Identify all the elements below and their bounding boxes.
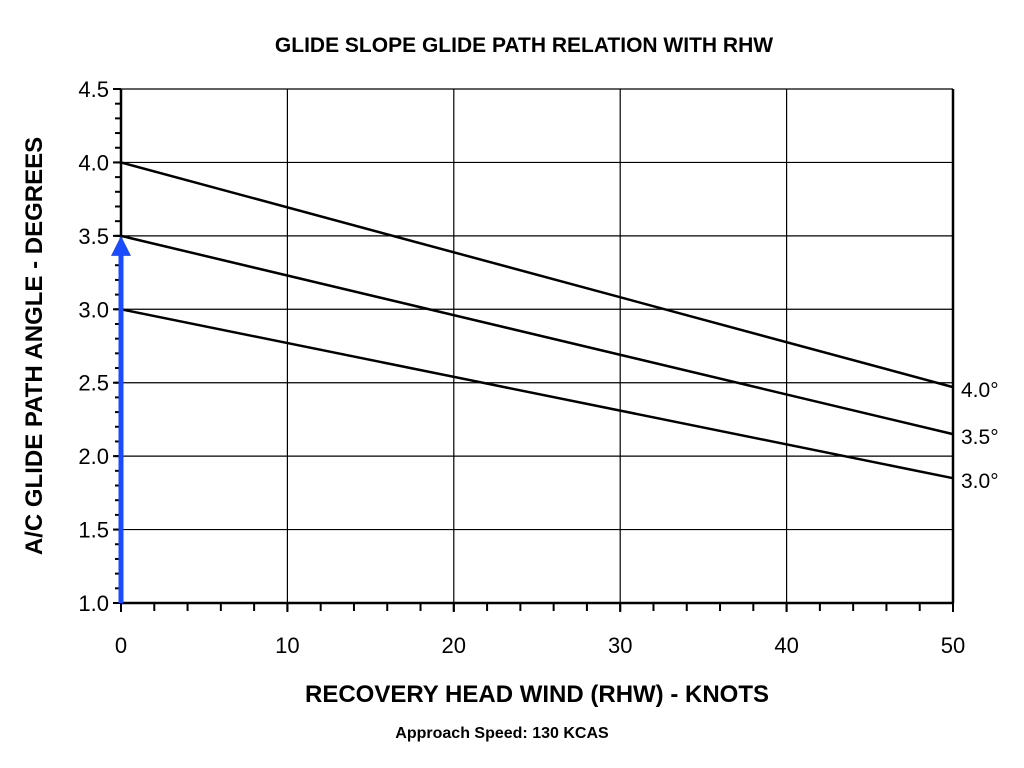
series-line-4.0 [120,161,954,389]
x-tick-label: 10 [275,633,299,658]
approach-speed-note: Approach Speed: 130 KCAS [395,725,609,742]
series-line-3.0 [120,308,954,480]
series-label: 4.0° [961,379,999,402]
x-tick-label: 50 [941,633,965,658]
y-tick-label: 2.0 [78,444,109,469]
series-label: 3.0° [961,470,999,493]
series-line-3.5 [120,234,954,436]
y-tick-label: 1.0 [78,591,109,616]
series-label: 3.5° [961,426,999,449]
y-tick-label: 3.5 [78,224,109,249]
y-tick-label: 4.5 [78,77,109,102]
y-axis-label: A/C GLIDE PATH ANGLE - DEGREES [21,137,48,555]
y-tick-label: 1.5 [78,518,109,543]
y-tick-label: 3.0 [78,297,109,322]
blue-arrow-head-icon [111,235,131,256]
x-tick-label: 0 [115,633,127,658]
x-tick-label: 30 [608,633,632,658]
chart-title: GLIDE SLOPE GLIDE PATH RELATION WITH RHW [275,34,773,57]
y-tick-label: 4.0 [78,150,109,175]
y-tick-label: 2.5 [78,371,109,396]
x-tick-label: 40 [774,633,798,658]
x-axis-label: RECOVERY HEAD WIND (RHW) - KNOTS [305,681,769,708]
x-tick-label: 20 [442,633,466,658]
